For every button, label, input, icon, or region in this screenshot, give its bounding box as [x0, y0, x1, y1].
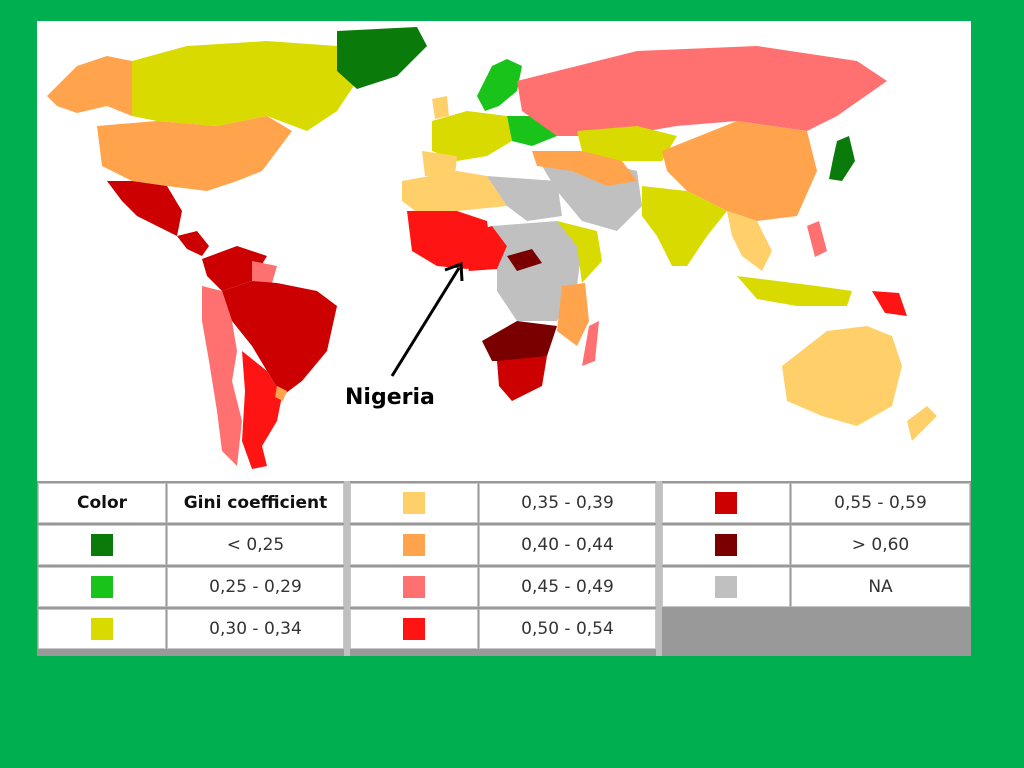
legend-range: < 0,25	[167, 525, 344, 565]
legend-range: 0,25 - 0,29	[167, 567, 344, 607]
region-peru-chile	[202, 286, 242, 466]
legend-range: 0,35 - 0,39	[479, 483, 656, 523]
legend-swatch	[91, 618, 113, 640]
region-south-africa	[497, 356, 547, 401]
callout-label-nigeria: Nigeria	[345, 385, 435, 410]
region-kazakhstan	[577, 126, 677, 161]
region-tanzania-mozambique	[557, 283, 589, 346]
legend-swatch	[403, 618, 425, 640]
legend-swatch	[91, 534, 113, 556]
region-western-europe	[432, 111, 512, 161]
region-scandinavia	[477, 59, 522, 111]
slide-content: Nigeria Color Gini coefficient < 0,25 0,…	[37, 21, 971, 656]
legend-range: NA	[791, 567, 970, 607]
world-map	[47, 27, 937, 469]
legend-swatch	[91, 576, 113, 598]
region-russia	[517, 46, 887, 136]
region-central-america	[177, 231, 209, 256]
callout-arrow-line	[390, 267, 461, 377]
region-argentina	[242, 351, 282, 469]
legend-swatch	[403, 492, 425, 514]
region-usa	[97, 116, 292, 191]
region-new-zealand	[907, 406, 937, 441]
region-papua-new-guinea	[872, 291, 907, 316]
region-uruguay	[275, 386, 287, 401]
region-indonesia	[737, 276, 852, 306]
legend-range: 0,30 - 0,34	[167, 609, 344, 649]
region-china	[662, 121, 817, 221]
legend-swatch	[715, 492, 737, 514]
region-alaska	[47, 56, 132, 116]
legend-column-separator	[344, 481, 350, 656]
region-philippines	[807, 221, 827, 257]
legend-range: 0,45 - 0,49	[479, 567, 656, 607]
region-canada	[132, 41, 357, 131]
callout-arrow-head	[444, 261, 464, 282]
region-australia	[782, 326, 902, 426]
legend-table: Color Gini coefficient < 0,25 0,25 - 0,2…	[37, 481, 971, 656]
region-central-africa	[492, 221, 582, 321]
region-greenland	[337, 27, 427, 89]
region-brazil	[222, 281, 337, 396]
region-guianas	[252, 261, 277, 283]
legend-swatch	[403, 576, 425, 598]
region-east-africa	[557, 221, 602, 283]
legend-range: > 0,60	[791, 525, 970, 565]
region-india	[642, 186, 727, 266]
legend-swatch	[715, 534, 737, 556]
region-southeast-asia	[727, 211, 772, 271]
legend-range: 0,40 - 0,44	[479, 525, 656, 565]
legend-range: 0,50 - 0,54	[479, 609, 656, 649]
region-car	[507, 249, 542, 271]
legend-swatch	[715, 576, 737, 598]
legend-header-gini: Gini coefficient	[167, 483, 344, 523]
region-libya-egypt	[487, 176, 562, 221]
legend-header-color: Color	[38, 483, 166, 523]
region-venezuela-colombia	[202, 246, 267, 291]
legend-swatch	[403, 534, 425, 556]
region-japan	[829, 136, 855, 181]
legend-range: 0,55 - 0,59	[791, 483, 970, 523]
legend-column-separator	[656, 481, 662, 656]
region-turkey-iran	[532, 151, 637, 186]
region-uk-ireland	[432, 96, 449, 119]
region-southern-africa	[482, 321, 557, 361]
region-north-africa	[402, 171, 507, 216]
region-nigeria	[457, 226, 507, 271]
region-iberia	[422, 151, 457, 176]
region-mexico	[107, 181, 182, 236]
region-madagascar	[582, 321, 599, 366]
